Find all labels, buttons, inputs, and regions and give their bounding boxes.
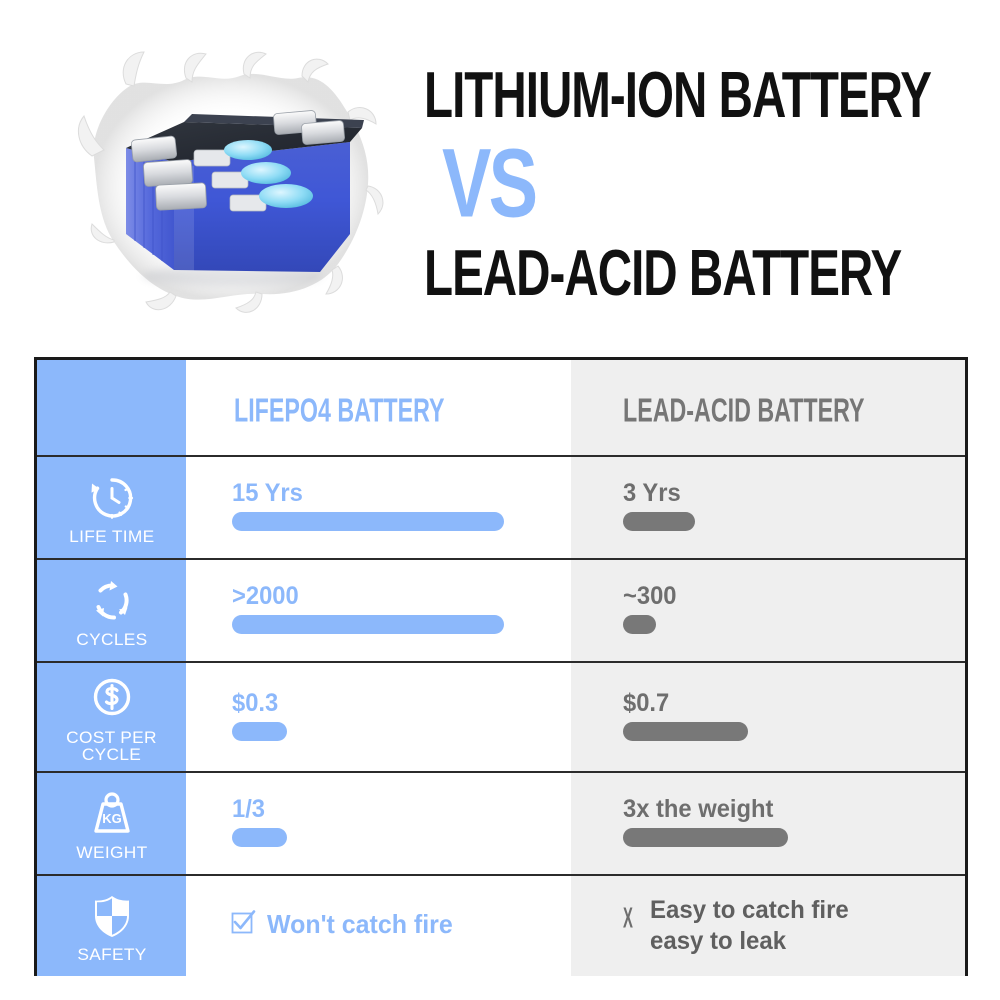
cost-lead-cell: $0.7 xyxy=(571,663,965,771)
title-vs: VS xyxy=(442,127,538,238)
cycles-lead-value: ~300 xyxy=(623,582,677,610)
battery-terminals xyxy=(130,110,345,212)
recycle-cycles-icon xyxy=(82,573,142,629)
cycles-lithium-bar xyxy=(232,615,504,634)
kg-weight-icon: KG xyxy=(82,786,142,842)
cost-lithium-cell: $0.3 xyxy=(186,663,571,771)
life-time-lithium-value: 15 Yrs xyxy=(232,479,303,507)
weight-icon-cell: KG WEIGHT xyxy=(37,773,186,874)
weight-lithium-cell: 1/3 xyxy=(186,773,571,874)
life-time-lithium-bar xyxy=(232,512,504,531)
safety-lead-cell: X Easy to catch fire easy to leak xyxy=(571,876,965,976)
column-header-lead-acid: LEAD-ACID BATTERY xyxy=(623,391,865,430)
life-time-lead-bar xyxy=(623,512,695,531)
table-row-life-time: LIFE TIME 15 Yrs 3 Yrs xyxy=(37,457,965,560)
header-icon-cell xyxy=(37,360,186,455)
weight-lead-cell: 3x the weight xyxy=(571,773,965,874)
prismatic-battery-cells xyxy=(126,110,364,286)
weight-label: WEIGHT xyxy=(75,842,148,862)
cost-lithium-bar xyxy=(232,722,287,741)
table-row-cost-per-cycle: COST PER CYCLE $0.3 $0.7 xyxy=(37,663,965,773)
cost-icon-cell: COST PER CYCLE xyxy=(37,663,186,771)
table-row-safety: SAFETY Won't catch fire X Easy to catch … xyxy=(37,876,965,976)
dollar-coin-icon xyxy=(82,671,142,727)
clock-icon xyxy=(82,470,142,526)
shield-icon xyxy=(82,888,142,944)
weight-lithium-bar xyxy=(232,828,287,847)
weight-lead-bar xyxy=(623,828,788,847)
safety-lithium-content: Won't catch fire xyxy=(230,909,461,940)
cost-label-text: COST PER CYCLE xyxy=(66,727,157,764)
safety-lead-content: X Easy to catch fire easy to leak xyxy=(619,895,857,956)
life-time-icon-cell: LIFE TIME xyxy=(37,457,186,558)
x-mark-icon: X xyxy=(623,902,633,934)
vent-caps xyxy=(224,140,313,208)
comparison-table: LIFEPO4 BATTERY LEAD-ACID BATTERY xyxy=(34,357,968,976)
weight-lead-value: 3x the weight xyxy=(623,795,774,823)
life-time-label: LIFE TIME xyxy=(68,526,155,546)
cycles-label: CYCLES xyxy=(75,629,148,649)
svg-text:KG: KG xyxy=(102,811,122,826)
life-time-lithium-cell: 15 Yrs xyxy=(186,457,571,558)
safety-lead-line1: Easy to catch fire xyxy=(650,896,849,924)
cost-lithium-value: $0.3 xyxy=(232,689,279,717)
safety-lead-value: Easy to catch fire easy to leak xyxy=(650,895,849,956)
header-lithium-cell: LIFEPO4 BATTERY xyxy=(186,360,571,455)
check-box-icon xyxy=(230,909,256,940)
cost-label: COST PER CYCLE xyxy=(66,727,157,764)
weight-lithium-value: 1/3 xyxy=(232,795,266,823)
cycles-lead-cell: ~300 xyxy=(571,560,965,661)
column-header-lifepo4: LIFEPO4 BATTERY xyxy=(234,391,445,430)
life-time-lead-value: 3 Yrs xyxy=(623,479,681,507)
safety-label: SAFETY xyxy=(76,945,147,965)
safety-lithium-cell: Won't catch fire xyxy=(186,876,571,976)
cost-lead-bar xyxy=(623,722,748,741)
table-header-row: LIFEPO4 BATTERY LEAD-ACID BATTERY xyxy=(37,360,965,457)
table-row-weight: KG WEIGHT 1/3 3x the weight xyxy=(37,773,965,876)
title-lead-acid: LEAD-ACID BATTERY xyxy=(424,238,902,310)
safety-lead-line2: easy to leak xyxy=(650,926,787,955)
cycles-lithium-value: >2000 xyxy=(232,582,299,610)
header-lead-cell: LEAD-ACID BATTERY xyxy=(571,360,965,455)
header-banner: LITHIUM-ION BATTERY VS LEAD-ACID BATTERY xyxy=(0,0,1000,345)
cycles-icon-cell: CYCLES xyxy=(37,560,186,661)
safety-lithium-value: Won't catch fire xyxy=(267,909,453,939)
cost-lead-value: $0.7 xyxy=(623,689,670,717)
life-time-lead-cell: 3 Yrs xyxy=(571,457,965,558)
cycles-lead-bar xyxy=(623,615,656,634)
cycles-lithium-cell: >2000 xyxy=(186,560,571,661)
safety-icon-cell: SAFETY xyxy=(37,876,186,976)
title-block: LITHIUM-ION BATTERY VS LEAD-ACID BATTERY xyxy=(418,56,978,326)
title-lithium-ion: LITHIUM-ION BATTERY xyxy=(424,60,932,132)
table-row-cycles: CYCLES >2000 ~300 xyxy=(37,560,965,663)
battery-artwork xyxy=(34,38,404,338)
